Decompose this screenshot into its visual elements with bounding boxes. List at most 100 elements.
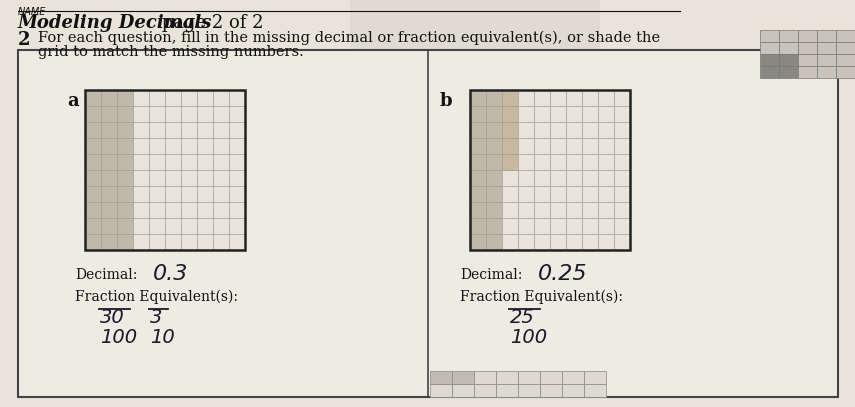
Bar	[101, 170, 117, 186]
Bar	[213, 170, 229, 186]
Bar	[760, 66, 779, 78]
Bar	[598, 138, 614, 154]
Bar	[470, 90, 486, 106]
Text: 0.25: 0.25	[538, 264, 587, 284]
Bar	[550, 202, 566, 218]
Bar	[534, 170, 550, 186]
Bar	[582, 202, 598, 218]
Bar	[582, 138, 598, 154]
Bar	[566, 170, 582, 186]
Bar	[518, 90, 534, 106]
Bar	[85, 154, 101, 170]
Bar	[85, 138, 101, 154]
Bar	[85, 218, 101, 234]
Bar	[101, 90, 117, 106]
Bar	[213, 186, 229, 202]
Bar	[798, 42, 817, 54]
Bar	[566, 106, 582, 122]
Bar	[350, 0, 600, 307]
Bar	[486, 138, 502, 154]
Bar	[149, 170, 165, 186]
Bar	[181, 202, 197, 218]
Bar	[470, 138, 486, 154]
Bar	[165, 90, 181, 106]
Bar	[101, 234, 117, 250]
Bar	[101, 202, 117, 218]
Bar	[614, 122, 630, 138]
Bar	[486, 186, 502, 202]
Bar	[550, 106, 566, 122]
Bar	[817, 30, 836, 42]
Bar	[502, 90, 518, 106]
Bar	[584, 371, 606, 384]
Bar	[518, 170, 534, 186]
Bar	[534, 138, 550, 154]
Bar	[486, 154, 502, 170]
Bar	[566, 234, 582, 250]
Bar	[197, 234, 213, 250]
Bar	[566, 154, 582, 170]
Bar	[213, 106, 229, 122]
Bar	[486, 218, 502, 234]
Bar	[197, 90, 213, 106]
Bar	[213, 154, 229, 170]
Bar	[213, 202, 229, 218]
Bar	[197, 122, 213, 138]
Bar	[598, 122, 614, 138]
Bar	[85, 202, 101, 218]
Text: b: b	[440, 92, 452, 110]
Bar	[470, 106, 486, 122]
Bar	[165, 170, 181, 186]
Bar	[213, 138, 229, 154]
Bar	[779, 30, 798, 42]
Bar	[550, 218, 566, 234]
Bar	[149, 90, 165, 106]
Bar	[779, 54, 798, 66]
Bar	[101, 218, 117, 234]
Bar	[518, 122, 534, 138]
Bar	[598, 202, 614, 218]
Bar	[197, 138, 213, 154]
Bar	[133, 106, 149, 122]
Bar	[566, 218, 582, 234]
Bar	[101, 138, 117, 154]
Bar	[614, 218, 630, 234]
Bar	[474, 371, 496, 384]
Text: 25: 25	[510, 308, 534, 327]
Bar	[470, 202, 486, 218]
Bar	[229, 90, 245, 106]
Bar	[534, 90, 550, 106]
Bar	[518, 384, 540, 397]
Text: Modeling Decimals: Modeling Decimals	[18, 14, 212, 32]
Text: 2: 2	[18, 31, 31, 49]
Text: 10: 10	[150, 328, 174, 347]
Bar	[540, 384, 562, 397]
Bar	[430, 371, 452, 384]
Bar	[582, 122, 598, 138]
Bar	[133, 202, 149, 218]
Bar	[550, 186, 566, 202]
Bar	[566, 138, 582, 154]
Bar	[550, 90, 566, 106]
Bar	[598, 90, 614, 106]
Bar	[149, 106, 165, 122]
Bar	[614, 234, 630, 250]
Bar	[518, 218, 534, 234]
Bar	[562, 371, 584, 384]
Bar	[534, 186, 550, 202]
Text: Decimal:: Decimal:	[75, 268, 138, 282]
Bar	[117, 138, 133, 154]
Bar	[149, 138, 165, 154]
Bar	[197, 202, 213, 218]
Bar	[117, 218, 133, 234]
Text: 100: 100	[100, 328, 137, 347]
Text: page 2 of 2: page 2 of 2	[156, 14, 263, 32]
Text: Decimal:: Decimal:	[460, 268, 522, 282]
Bar	[534, 122, 550, 138]
Bar	[213, 218, 229, 234]
Bar	[614, 170, 630, 186]
Bar	[165, 186, 181, 202]
Bar	[181, 234, 197, 250]
Bar	[486, 122, 502, 138]
Bar	[779, 66, 798, 78]
